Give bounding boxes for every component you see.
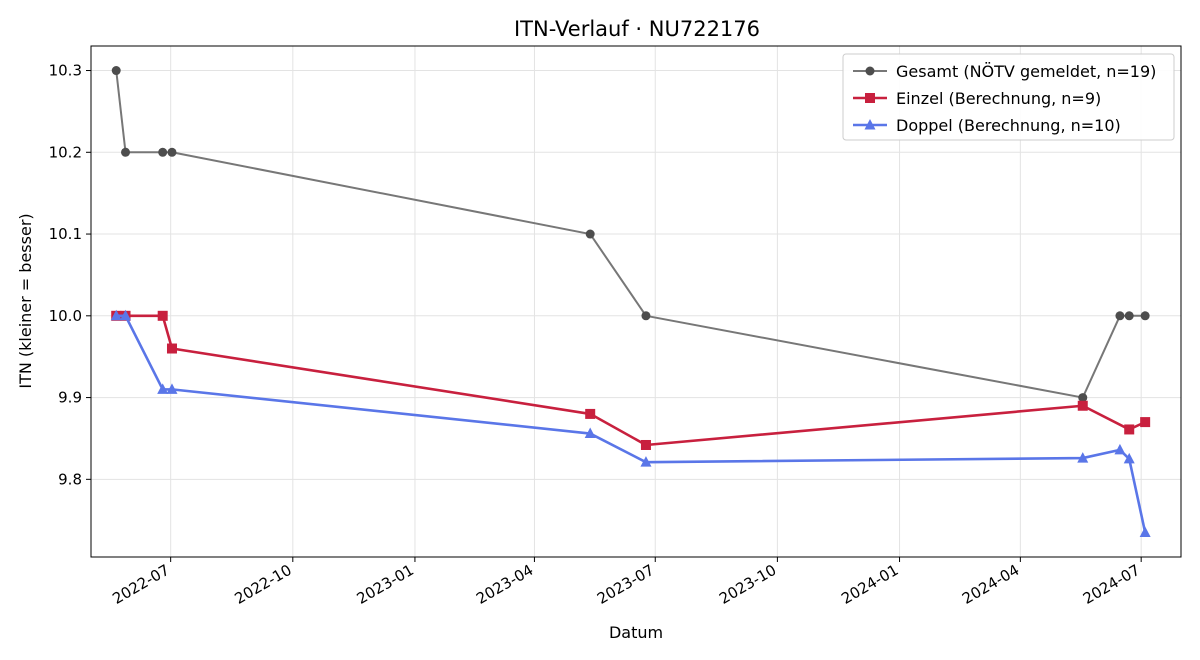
data-point	[166, 343, 177, 354]
series-line	[115, 70, 1146, 399]
legend-entry-label: Doppel (Berechnung, n=10)	[896, 116, 1121, 135]
data-point	[640, 439, 651, 450]
data-point	[120, 309, 132, 321]
legend-entry-label: Gesamt (NÖTV gemeldet, n=19)	[896, 62, 1156, 81]
data-point	[167, 147, 177, 157]
data-point	[121, 147, 131, 157]
data-point	[111, 66, 121, 76]
legend-marker-swatch	[865, 93, 875, 103]
data-point	[1139, 526, 1151, 537]
data-point	[585, 408, 596, 419]
data-point	[158, 147, 168, 157]
series-layer	[110, 66, 1151, 537]
plot-area-frame	[90, 45, 1182, 558]
y-tick-label: 9.9	[58, 389, 82, 407]
data-point	[585, 229, 595, 239]
x-axis-label: Datum	[609, 623, 663, 642]
series-triangle-group	[110, 309, 1151, 537]
data-point	[110, 309, 122, 321]
data-point	[1078, 393, 1088, 403]
data-point	[1123, 452, 1135, 464]
y-tick-label: 10.3	[49, 62, 82, 80]
legend: Gesamt (NÖTV gemeldet, n=19) Einzel (Bere…	[842, 53, 1175, 141]
data-point	[1124, 424, 1135, 435]
data-point	[157, 383, 169, 394]
data-point	[1077, 400, 1088, 411]
chart-title: ITN-Verlauf · NU722176	[514, 17, 760, 41]
series-circle-group	[111, 66, 1150, 403]
data-point	[1114, 443, 1126, 455]
y-tick-label: 9.8	[58, 470, 82, 488]
legend-marker-swatch	[865, 66, 875, 76]
data-point	[1140, 311, 1150, 321]
y-tick-label: 10.0	[49, 307, 82, 325]
y-tick-label: 10.1	[49, 225, 82, 243]
y-axis-label: ITN (kleiner = besser)	[16, 213, 35, 388]
y-axis-ticks: 9.8 9.9 10.0 10.1 10.2 10.3	[49, 62, 91, 488]
legend-box	[842, 53, 1175, 141]
data-point	[166, 383, 178, 394]
data-point	[640, 456, 652, 467]
data-point	[1115, 311, 1125, 321]
data-point	[1124, 311, 1134, 321]
data-point	[641, 311, 651, 321]
data-point	[157, 310, 168, 321]
y-tick-label: 10.2	[49, 143, 82, 161]
data-point	[1077, 452, 1089, 463]
data-point	[584, 427, 596, 439]
legend-marker-swatch	[864, 119, 876, 130]
data-point	[1140, 417, 1151, 428]
legend-entry-label: Einzel (Berechnung, n=9)	[896, 89, 1101, 108]
